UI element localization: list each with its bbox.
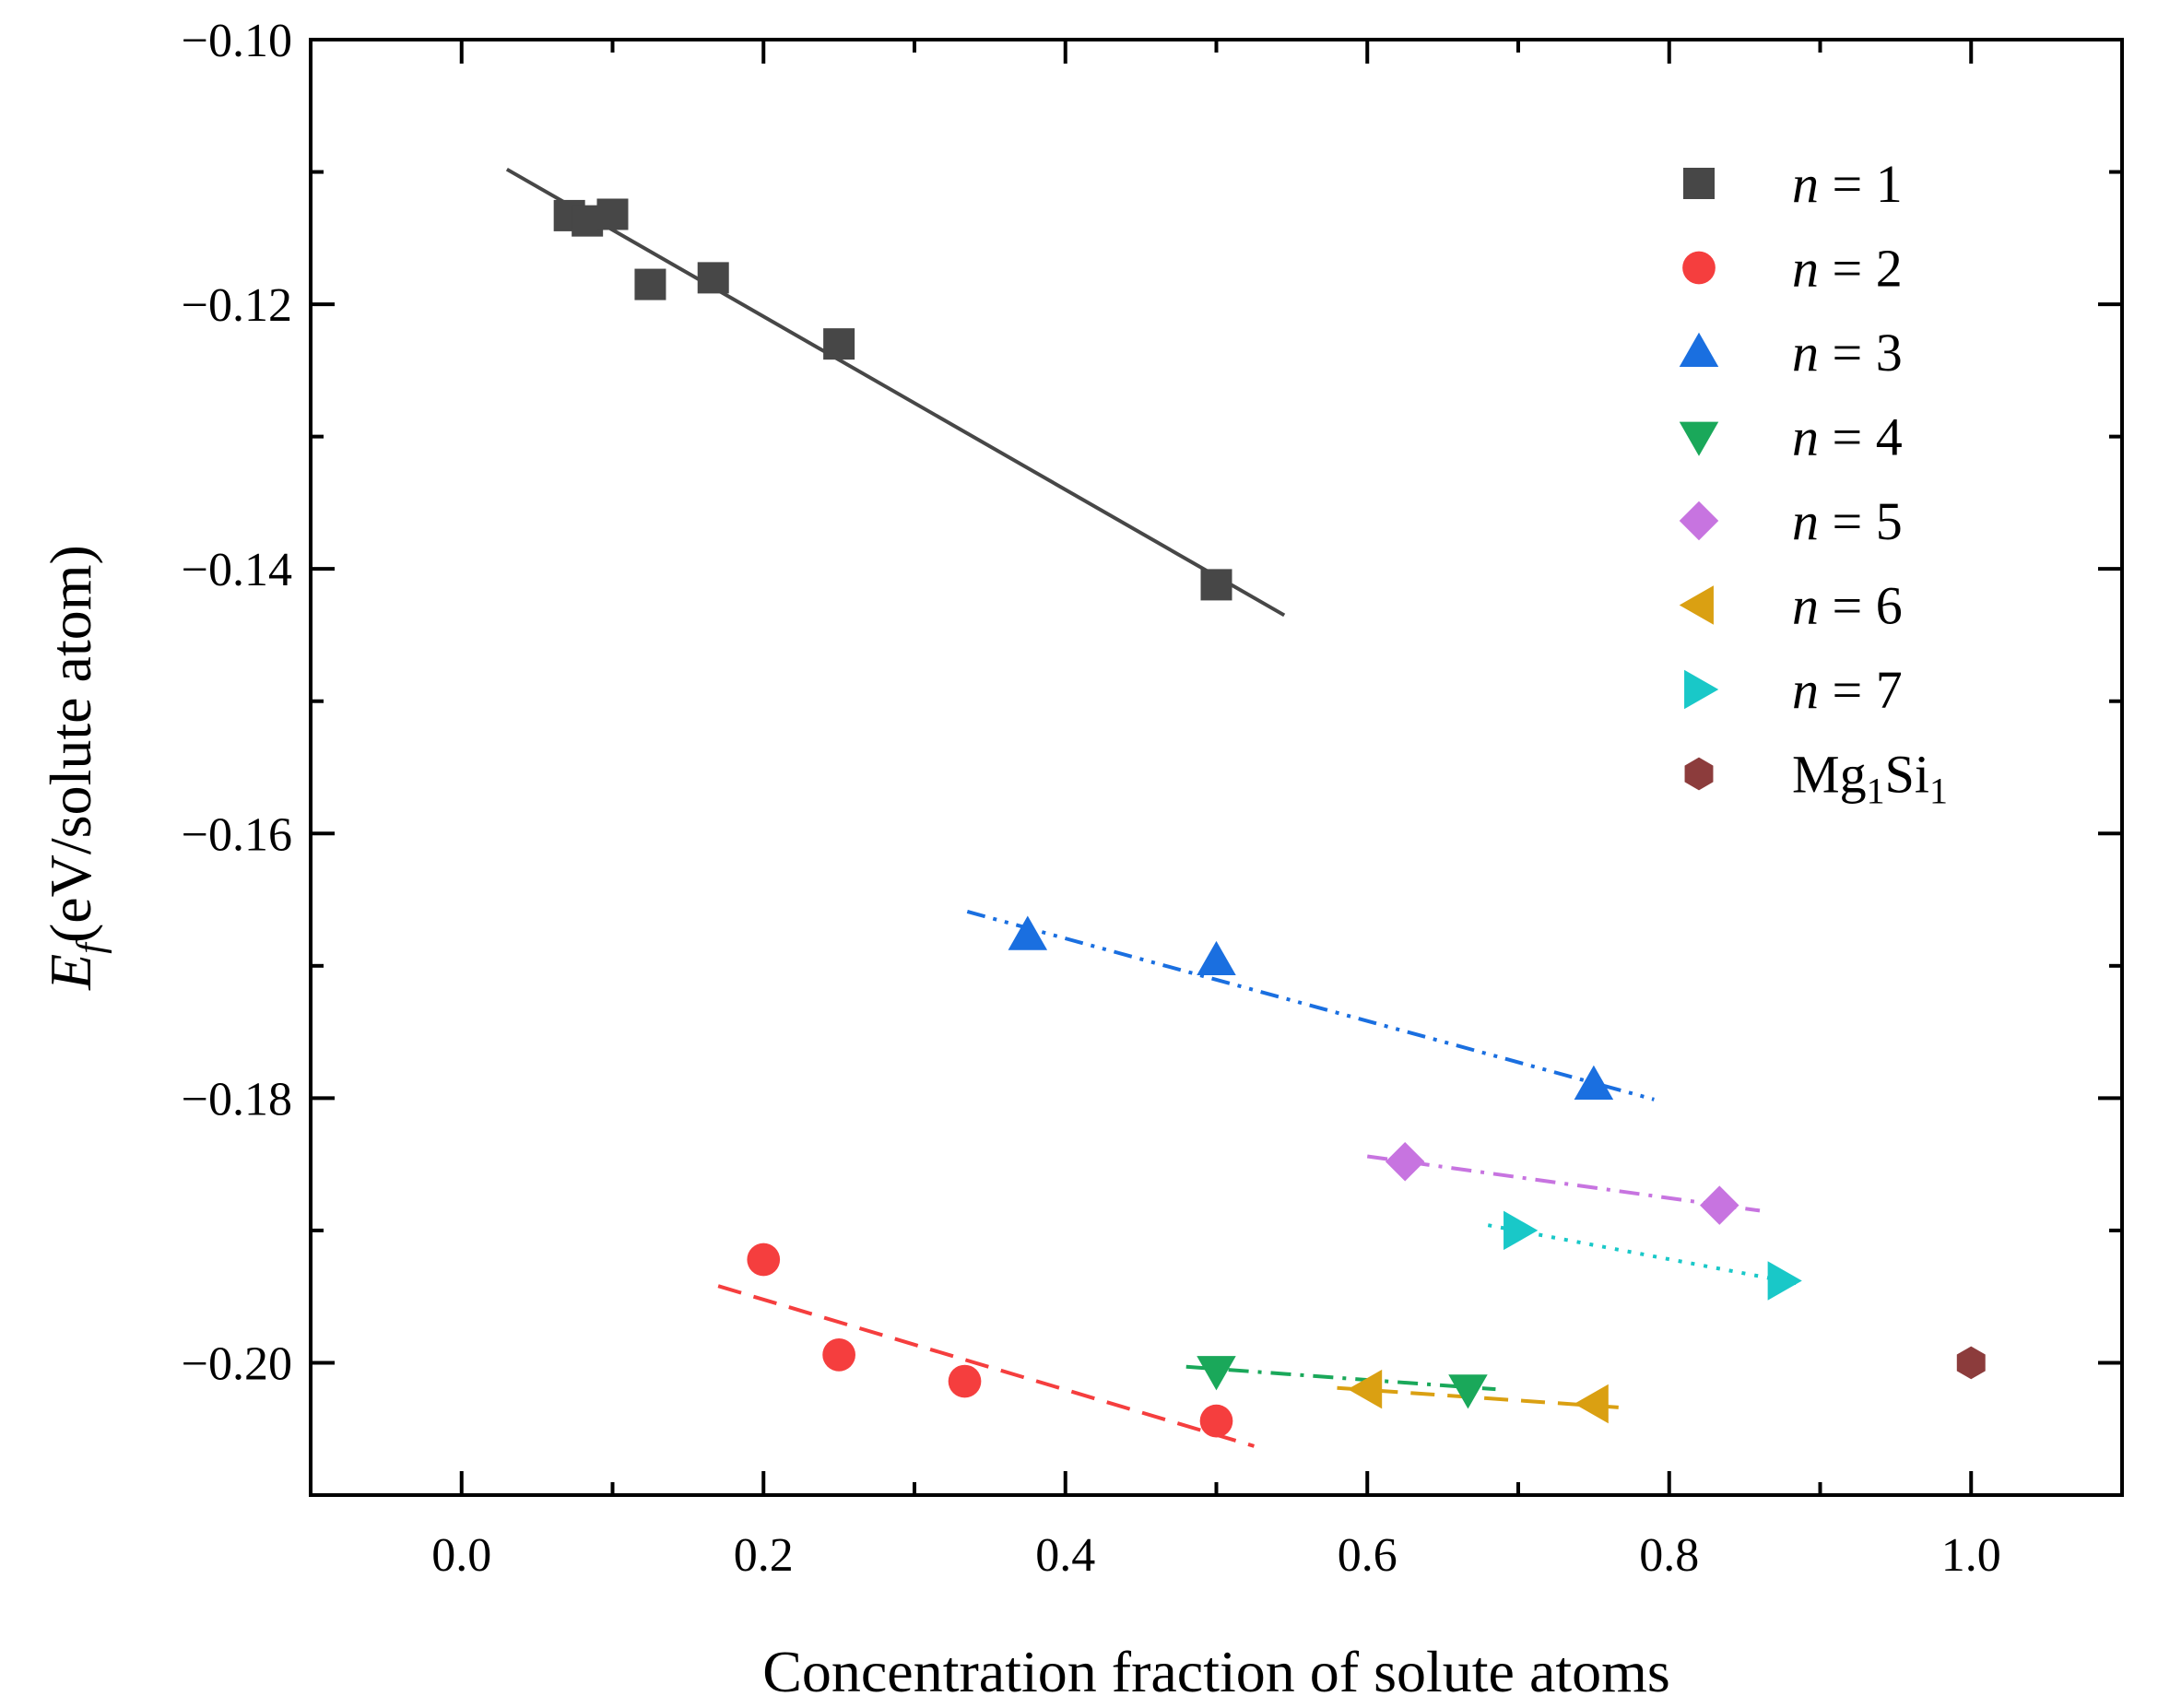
fit-line-series-2 bbox=[717, 1284, 1256, 1448]
legend-label-series-4: n = 4 bbox=[1792, 407, 1903, 467]
data-point-series-5 bbox=[1700, 1185, 1739, 1225]
legend-marker-series-7 bbox=[1684, 669, 1719, 710]
data-point-series-6 bbox=[1574, 1384, 1609, 1424]
data-point-series-7 bbox=[1504, 1210, 1539, 1251]
legend-marker-series-3 bbox=[1679, 332, 1719, 367]
legend-marker-series-4 bbox=[1679, 421, 1719, 456]
y-axis-title: Ef(eV/solute atom) bbox=[38, 545, 112, 991]
y-tick-label: −0.14 bbox=[182, 544, 292, 596]
fit-line-series-1 bbox=[505, 167, 1286, 618]
data-point-series-7 bbox=[1767, 1261, 1802, 1301]
x-axis-title: Concentration fraction of solute atoms bbox=[762, 1639, 1670, 1704]
data-point-series-2 bbox=[948, 1364, 982, 1398]
legend-marker-series-5 bbox=[1679, 501, 1719, 541]
y-tick-label: −0.12 bbox=[182, 279, 292, 332]
data-point-series-6 bbox=[1348, 1369, 1383, 1409]
legend-label-series-5: n = 5 bbox=[1792, 491, 1903, 551]
data-point-series-1 bbox=[697, 262, 729, 294]
fit-line-series-7 bbox=[1487, 1223, 1798, 1286]
fit-line-series-4 bbox=[1185, 1364, 1496, 1392]
x-tick-label: 0.4 bbox=[1035, 1529, 1095, 1582]
data-point-series-4 bbox=[1448, 1374, 1488, 1409]
legend-marker-series-1 bbox=[1683, 168, 1715, 199]
data-point-series-3 bbox=[1197, 940, 1236, 976]
data-point-series-2 bbox=[1199, 1404, 1233, 1438]
data-point-series-5 bbox=[1385, 1142, 1425, 1182]
data-point-series-8 bbox=[1956, 1346, 1986, 1380]
data-point-series-1 bbox=[1200, 569, 1232, 601]
data-point-series-1 bbox=[596, 198, 629, 230]
x-tick-label: 0.2 bbox=[734, 1529, 794, 1582]
data-point-series-3 bbox=[1574, 1065, 1614, 1100]
data-point-series-3 bbox=[1008, 915, 1048, 950]
x-axis-ticks: 0.0 0.2 0.4 0.6 0.8 1.0 bbox=[309, 40, 2124, 1582]
x-tick-label: 1.0 bbox=[1941, 1529, 2001, 1582]
legend-label-series-7: n = 7 bbox=[1792, 660, 1903, 720]
y-axis-symbol: E bbox=[38, 954, 103, 991]
y-axis-ticks: −0.10 −0.12 −0.14 −0.16 −0.18 −0.20 bbox=[182, 15, 2122, 1497]
legend: n = 1 n = 2 n = 3 n = 4 n = 5 n = 6 n = 7 Mg1Si… bbox=[1679, 154, 1948, 812]
data-point-series-2 bbox=[747, 1243, 781, 1277]
fit-lines bbox=[505, 167, 1798, 1448]
legend-marker-series-2 bbox=[1682, 251, 1716, 285]
y-tick-label: −0.10 bbox=[182, 15, 292, 67]
y-tick-label: −0.20 bbox=[182, 1337, 292, 1390]
legend-label-series-3: n = 3 bbox=[1792, 323, 1903, 383]
data-point-series-2 bbox=[822, 1337, 855, 1372]
y-tick-label: −0.18 bbox=[182, 1073, 292, 1125]
legend-label-series-2: n = 2 bbox=[1792, 239, 1903, 299]
legend-marker-series-8 bbox=[1684, 757, 1714, 791]
data-point-series-1 bbox=[634, 268, 666, 300]
legend-marker-series-6 bbox=[1679, 585, 1714, 625]
legend-label-series-6: n = 6 bbox=[1792, 576, 1903, 636]
y-tick-label: −0.16 bbox=[182, 808, 292, 861]
data-point-series-4 bbox=[1197, 1356, 1236, 1391]
x-tick-label: 0.6 bbox=[1338, 1529, 1397, 1582]
fit-line-series-3 bbox=[966, 910, 1655, 1101]
data-markers bbox=[553, 198, 1986, 1438]
y-axis-unit: (eV/solute atom) bbox=[38, 545, 103, 943]
legend-label-series-1: n = 1 bbox=[1792, 154, 1903, 214]
x-tick-label: 0.8 bbox=[1639, 1529, 1699, 1582]
legend-label-series-8: Mg1Si1 bbox=[1792, 745, 1948, 812]
data-point-series-1 bbox=[823, 328, 855, 360]
fit-line-series-5 bbox=[1366, 1154, 1761, 1213]
x-tick-label: 0.0 bbox=[431, 1529, 491, 1582]
